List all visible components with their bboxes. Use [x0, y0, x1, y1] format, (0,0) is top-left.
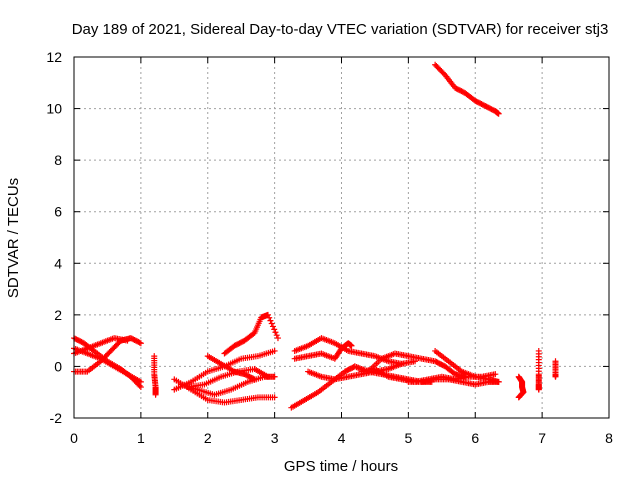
data-point: [251, 376, 258, 383]
data-point: [137, 378, 144, 385]
x-tick-label: 2: [204, 430, 212, 446]
y-tick-label: -2: [50, 410, 63, 426]
data-point: [269, 323, 276, 330]
series-arc-j: [221, 311, 281, 357]
data-point: [268, 320, 275, 327]
data-points: [71, 61, 559, 411]
chart-title: Day 189 of 2021, Sidereal Day-to-day VTE…: [72, 21, 609, 38]
data-point: [495, 110, 502, 117]
x-tick-label: 0: [70, 430, 78, 446]
series-arc-n: [291, 340, 355, 362]
grid: [74, 57, 609, 418]
series-arc-r: [405, 376, 502, 388]
series-isolated-7.2: [552, 358, 559, 380]
data-point: [267, 317, 274, 324]
data-point: [264, 311, 271, 318]
data-point: [272, 329, 279, 336]
data-point: [495, 378, 502, 385]
x-tick-label: 8: [605, 430, 613, 446]
series-isolated-6.95: [535, 347, 542, 393]
data-point: [492, 371, 499, 378]
x-tick-label: 7: [538, 430, 546, 446]
data-point: [552, 373, 559, 380]
x-tick-label: 3: [271, 430, 279, 446]
x-axis-label: GPS time / hours: [284, 458, 398, 475]
data-point: [136, 339, 143, 346]
y-tick-label: 2: [54, 307, 62, 323]
data-point: [250, 375, 257, 382]
data-point: [271, 326, 278, 333]
x-tick-label: 4: [338, 430, 346, 446]
y-tick-label: 4: [54, 255, 62, 271]
data-point: [152, 391, 159, 398]
data-point: [271, 373, 278, 380]
series-isolated-1.2: [151, 353, 159, 398]
data-point: [274, 335, 281, 342]
series-arc-i: [204, 353, 258, 383]
y-axis-label: SDTVAR / TECUs: [5, 178, 22, 298]
data-point: [515, 394, 522, 401]
series-isolated-6.7: [515, 373, 527, 401]
data-point: [124, 337, 131, 344]
data-point: [266, 314, 273, 321]
data-point: [271, 394, 278, 401]
y-tick-label: 12: [46, 49, 62, 65]
y-tick-label: 6: [54, 204, 62, 220]
y-tick-label: 10: [46, 101, 62, 117]
data-point: [264, 373, 271, 380]
data-point: [137, 384, 144, 391]
x-tick-label: 6: [471, 430, 479, 446]
data-point: [273, 332, 280, 339]
data-point: [348, 342, 355, 349]
series-arc-g: [171, 347, 278, 393]
series-arc-high: [432, 61, 502, 117]
y-tick-label: 8: [54, 152, 62, 168]
y-tick-label: 0: [54, 358, 62, 374]
x-tick-label: 1: [137, 430, 145, 446]
series-arc-b: [71, 345, 144, 385]
data-point: [137, 340, 144, 347]
data-point: [535, 386, 542, 393]
x-tick-label: 5: [404, 430, 412, 446]
series-arc-l: [291, 335, 405, 367]
data-point: [271, 347, 278, 354]
